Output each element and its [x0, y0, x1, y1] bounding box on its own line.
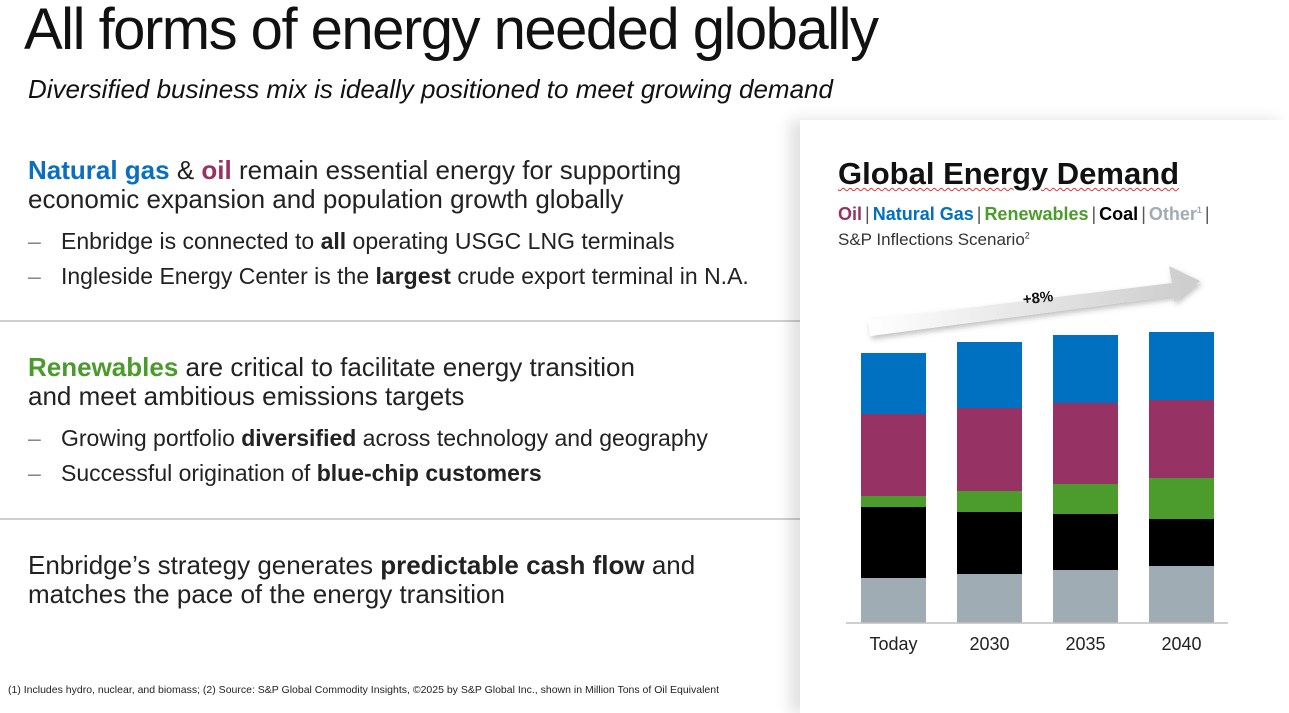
legend-footnote-marker: 1 — [1196, 205, 1202, 215]
headline-rest: remain essential energy for supporting — [231, 155, 682, 185]
amp-text: & — [169, 155, 202, 185]
legend-item-natural-gas: Natural Gas — [872, 204, 974, 224]
section-headline: Natural gas & oil remain essential energ… — [28, 156, 798, 214]
section-divider — [0, 518, 800, 520]
legend-item-other: Other — [1148, 204, 1197, 224]
legend-separator: | — [865, 204, 870, 224]
dash-icon: – — [28, 460, 41, 486]
section-natural-gas-oil: Natural gas & oil remain essential energ… — [28, 156, 798, 294]
bar-segment-renewables — [1053, 484, 1118, 514]
natural-gas-highlight: Natural gas — [28, 155, 170, 185]
bullet-text: across technology and geography — [356, 425, 708, 451]
page-subtitle: Diversified business mix is ideally posi… — [28, 74, 833, 104]
bar-segment-oil — [1149, 400, 1214, 478]
headline-bold: predictable cash flow — [380, 550, 645, 580]
chart-legend: Oil | Natural Gas | Renewables | Coal | Other1 | — [838, 204, 1213, 225]
bullet-text: Enbridge is connected to — [61, 228, 321, 254]
bar-segment-natural-gas — [957, 342, 1022, 408]
dash-icon: – — [28, 228, 41, 254]
section-headline: Enbridge’s strategy generates predictabl… — [28, 551, 798, 609]
page-title: All forms of energy needed globally — [24, 0, 879, 62]
growth-annotation: +8% — [1022, 288, 1054, 308]
bullet-list: – Growing portfolio diversified across te… — [28, 421, 798, 491]
bar-segment-other — [861, 578, 926, 623]
headline-text: Enbridge’s strategy generates — [28, 550, 381, 580]
energy-demand-chart: Today 2030 2035 2040 +8% — [846, 266, 1228, 654]
section-divider — [0, 320, 800, 322]
x-tick-label: Today — [869, 634, 917, 654]
renewables-highlight: Renewables — [28, 352, 179, 382]
headline-rest: are critical to facilitate energy transi… — [178, 352, 635, 382]
x-tick-label: 2035 — [1065, 634, 1105, 654]
dash-icon: – — [28, 425, 41, 451]
scenario-text: S&P Inflections Scenario — [838, 230, 1025, 249]
bullet-text: crude export terminal in N.A. — [450, 263, 749, 289]
legend-item-coal: Coal — [1099, 204, 1139, 224]
chart-title-text: Global Energy Demand — [838, 156, 1180, 191]
bullet-text: operating USGC LNG terminals — [346, 228, 675, 254]
dash-icon: – — [28, 263, 41, 289]
section-strategy: Enbridge’s strategy generates predictabl… — [28, 551, 798, 609]
bar-segment-coal — [861, 507, 926, 578]
growth-arrow-shape — [868, 266, 1200, 336]
bar-stacks — [861, 332, 1214, 623]
bar-segment-coal — [957, 512, 1022, 574]
headline-text: and — [644, 550, 696, 580]
headline-line2: and meet ambitious emissions targets — [28, 381, 465, 411]
bar-segment-renewables — [1149, 478, 1214, 519]
bar-segment-other — [957, 574, 1022, 623]
headline-line2: matches the pace of the energy transitio… — [28, 579, 505, 609]
legend-item-oil: Oil — [838, 204, 863, 224]
growth-arrow — [868, 266, 1200, 336]
bar-segment-renewables — [861, 496, 926, 507]
bullet-item: – Ingleside Energy Center is the largest … — [28, 259, 798, 294]
footnote: (1) Includes hydro, nuclear, and biomass… — [8, 684, 720, 696]
bullet-bold: largest — [375, 263, 451, 289]
bar-segment-natural-gas — [1149, 332, 1214, 400]
x-tick-label: 2030 — [969, 634, 1009, 654]
legend-separator: | — [1141, 204, 1146, 224]
x-tick-label: 2040 — [1161, 634, 1201, 654]
bullet-item: – Successful origination of blue-chip cus… — [28, 456, 798, 491]
bullet-text: Successful origination of — [61, 460, 317, 486]
scenario-footnote-marker: 2 — [1024, 230, 1030, 241]
bullet-item: – Enbridge is connected to all operating … — [28, 224, 798, 259]
bar-segment-other — [1149, 566, 1214, 623]
bar-segment-natural-gas — [1053, 335, 1118, 403]
bar-segment-renewables — [957, 491, 1022, 512]
bar-segment-oil — [861, 414, 926, 496]
legend-item-renewables: Renewables — [984, 204, 1089, 224]
bar-segment-natural-gas — [861, 353, 926, 414]
bar-segment-coal — [1149, 519, 1214, 566]
bar-segment-oil — [957, 408, 1022, 491]
bullet-bold: diversified — [241, 425, 357, 451]
x-axis-ticks: Today 2030 2035 2040 — [869, 634, 1201, 654]
bullet-bold: blue-chip customers — [316, 460, 542, 486]
chart-title: Global Energy Demand — [838, 156, 1179, 192]
bar-segment-coal — [1053, 514, 1118, 570]
legend-separator: | — [976, 204, 982, 224]
legend-separator: | — [1204, 204, 1210, 224]
headline-line2: economic expansion and population growth… — [28, 184, 624, 214]
oil-highlight: oil — [201, 155, 232, 185]
bullet-list: – Enbridge is connected to all operating … — [28, 224, 798, 294]
bullet-bold: all — [320, 228, 347, 254]
bullet-text: Ingleside Energy Center is the — [61, 263, 376, 289]
legend-separator: | — [1091, 204, 1097, 224]
bar-segment-oil — [1053, 403, 1118, 484]
chart-scenario: S&P Inflections Scenario2 — [838, 230, 1030, 250]
bar-segment-other — [1053, 570, 1118, 623]
bullet-text: Growing portfolio — [61, 425, 242, 451]
section-renewables: Renewables are critical to facilitate en… — [28, 353, 798, 491]
bullet-item: – Growing portfolio diversified across te… — [28, 421, 798, 456]
section-headline: Renewables are critical to facilitate en… — [28, 353, 798, 411]
